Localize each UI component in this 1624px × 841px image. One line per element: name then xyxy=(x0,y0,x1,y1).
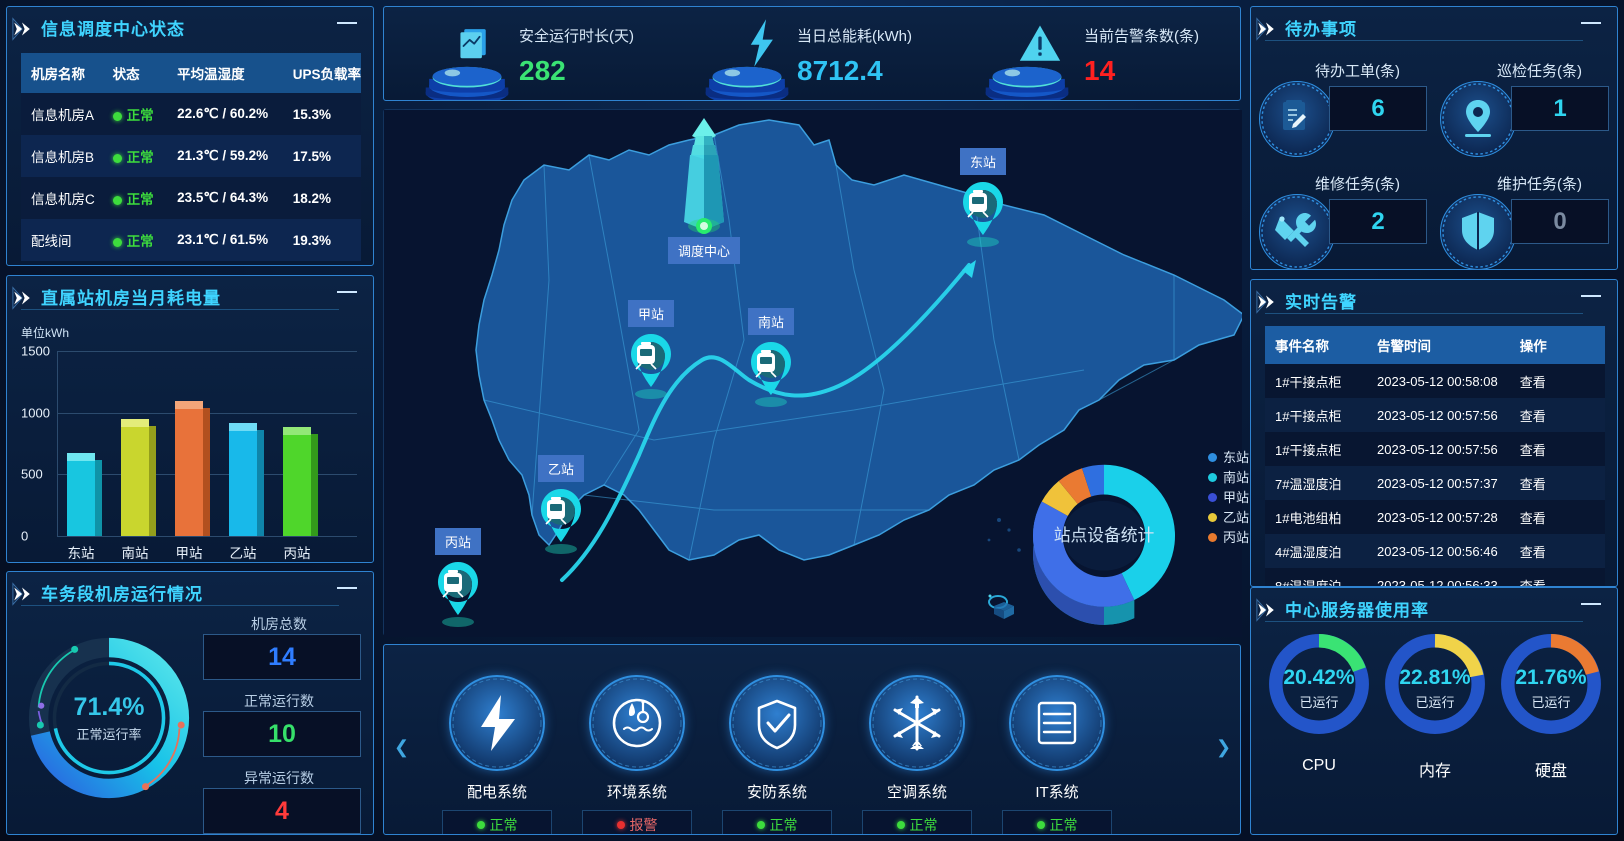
svg-text:站点设备统计: 站点设备统计 xyxy=(1054,526,1155,545)
